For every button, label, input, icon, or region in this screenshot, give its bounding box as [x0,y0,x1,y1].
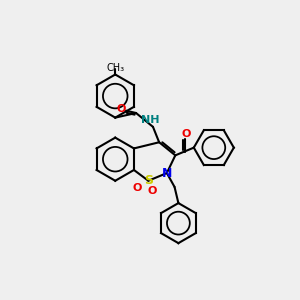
Text: O: O [117,104,126,114]
Text: N: N [162,167,172,180]
Text: O: O [182,129,191,139]
Text: NH: NH [141,115,159,125]
Text: S: S [144,174,153,187]
Text: O: O [133,184,142,194]
Text: O: O [148,186,157,196]
Text: CH₃: CH₃ [106,63,124,73]
